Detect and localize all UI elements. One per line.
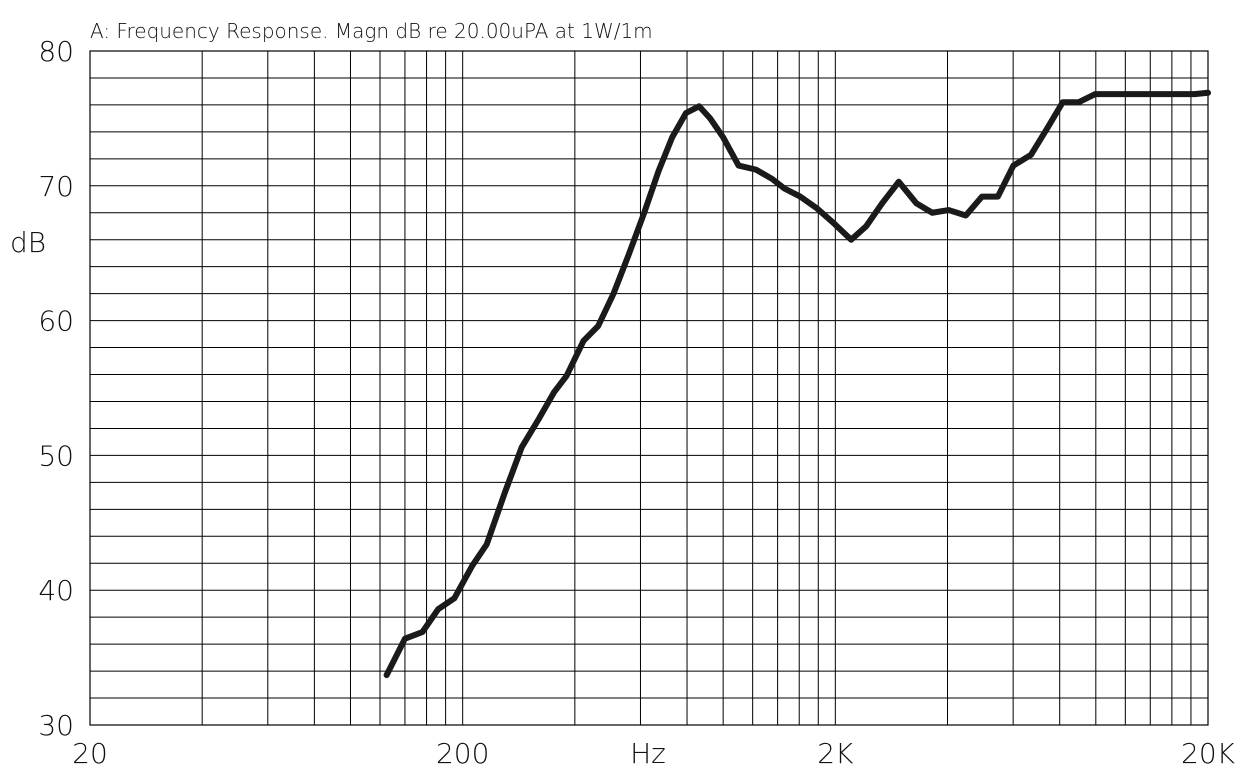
x-axis-label: Hz xyxy=(630,737,666,770)
x-tick-label-3: 20K xyxy=(1181,737,1236,770)
y-tick-label-3: 60 xyxy=(38,305,74,338)
y-tick-label-2: 50 xyxy=(38,439,74,472)
grid-layer xyxy=(90,51,1208,725)
y-tick-label-4: 70 xyxy=(38,170,74,203)
chart-title: A: Frequency Response. Magn dB re 20.00u… xyxy=(90,19,653,43)
tick-layer: 20 200 2K 20K 30 40 50 60 70 80 xyxy=(38,35,1235,770)
y-axis-label: dB xyxy=(10,226,46,259)
y-tick-label-0: 30 xyxy=(38,709,74,742)
y-tick-label-5: 80 xyxy=(38,35,74,68)
x-tick-label-0: 20 xyxy=(72,737,108,770)
line-layer xyxy=(383,89,1211,679)
y-tick-label-1: 40 xyxy=(38,574,74,607)
series-line-0 xyxy=(383,89,1211,679)
x-tick-label-2: 2K xyxy=(817,737,854,770)
x-tick-label-1: 200 xyxy=(436,737,489,770)
plot-frame xyxy=(89,50,1209,726)
